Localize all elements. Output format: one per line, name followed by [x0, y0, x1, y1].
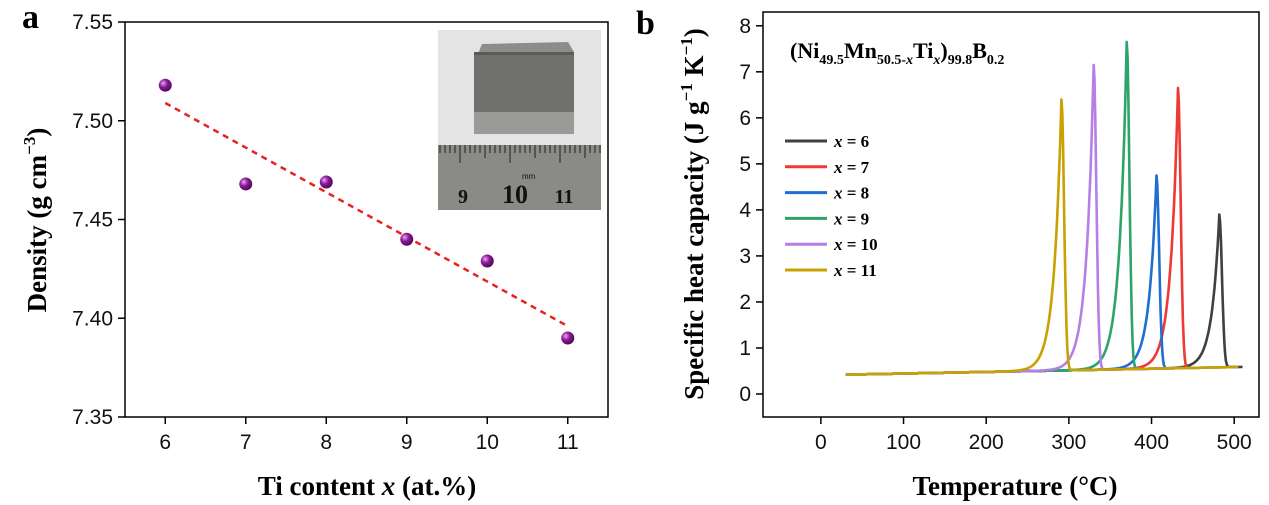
density-x-tick-label: 10 [476, 431, 499, 454]
panel-letter-a: a [22, 0, 39, 36]
sample-block-top [478, 42, 574, 54]
heat-y-tick-label: 7 [739, 61, 751, 84]
heat-capacity-ticks: 0 100 200 300 400 500 0 1 2 3 4 5 6 7 8 [739, 15, 1251, 454]
density-x-tick-label: 8 [320, 431, 332, 454]
ruler [438, 145, 601, 210]
heat-y-tick-label: 5 [739, 153, 751, 176]
heat-curve [845, 40, 1177, 376]
density-ticks: 6 7 8 9 10 11 7.35 7.40 7.45 7.50 7.55 [72, 11, 579, 454]
heat-x-tick-label: 100 [886, 431, 921, 454]
legend-label: x = 8 [833, 184, 869, 203]
density-point [561, 331, 575, 345]
density-y-tick-label: 7.50 [72, 110, 113, 133]
heat-capacity-legend: x = 6 x = 7 x = 8 x = 9 x = 10 x = 11 [785, 132, 878, 280]
density-y-tick-label: 7.45 [72, 209, 113, 232]
heat-capacity-x-axis-title: Temperature (°C) [912, 471, 1117, 501]
heat-x-tick-label: 500 [1217, 431, 1252, 454]
heat-capacity-y-axis-title: Specific heat capacity (J g−1 K−1) [677, 28, 709, 400]
ruler-ticks [439, 145, 601, 163]
density-x-tick-label: 11 [557, 431, 579, 454]
sample-block-face [474, 52, 574, 117]
heat-x-tick-label: 0 [815, 431, 827, 454]
panel-letter-b: b [636, 5, 655, 42]
density-point [239, 177, 253, 191]
heat-x-tick-label: 200 [969, 431, 1004, 454]
ruler-label-10: 10 [502, 180, 528, 209]
heat-y-tick-label: 0 [739, 383, 751, 406]
legend-label: x = 6 [833, 132, 869, 151]
heat-curve [845, 86, 1190, 376]
legend-label: x = 11 [833, 261, 877, 280]
density-y-tick-label: 7.35 [72, 406, 113, 429]
heat-x-tick-label: 400 [1134, 431, 1169, 454]
density-chart: 6 7 8 9 10 117.357.407.457.507.55 9 10 11 mm … [20, 11, 609, 501]
density-x-tick-label: 7 [240, 431, 252, 454]
heat-capacity-plot-frame [762, 11, 1260, 418]
heat-y-tick-label: 2 [739, 291, 751, 314]
density-y-tick-label: 7.55 [72, 11, 113, 34]
heat-y-tick-label: 3 [739, 245, 751, 268]
density-point [319, 175, 333, 189]
heat-curve [845, 98, 1239, 376]
density-x-axis-title: Ti content x (at.%) [258, 471, 477, 501]
ruler-label-9: 9 [458, 186, 468, 208]
density-y-tick-label: 7.40 [72, 307, 113, 330]
heat-capacity-curves [845, 40, 1243, 376]
heat-y-tick-label: 1 [739, 337, 751, 360]
heat-y-tick-label: 8 [739, 15, 751, 38]
density-x-tick-label: 9 [401, 431, 413, 454]
density-y-axis-title: Density (g cm−3) [20, 128, 52, 313]
legend-label: x = 7 [833, 158, 870, 177]
legend-label: x = 10 [833, 235, 878, 254]
inset-photo: 9 10 11 mm [438, 30, 601, 210]
density-point [480, 254, 494, 268]
density-x-tick-label: 6 [159, 431, 171, 454]
density-point [400, 232, 414, 246]
heat-x-tick-label: 300 [1051, 431, 1086, 454]
legend-label: x = 9 [833, 209, 869, 228]
ruler-unit: mm [522, 172, 536, 181]
heat-y-tick-label: 4 [739, 199, 751, 222]
density-points [158, 78, 575, 345]
heat-curve [845, 174, 1239, 376]
heat-y-tick-label: 6 [739, 107, 751, 130]
alloy-formula: (Ni49.5Mn50.5-xTix)99.8B0.2 [790, 38, 1004, 68]
density-point [158, 78, 172, 92]
heat-curve [845, 63, 1186, 376]
ruler-label-11: 11 [555, 186, 574, 208]
